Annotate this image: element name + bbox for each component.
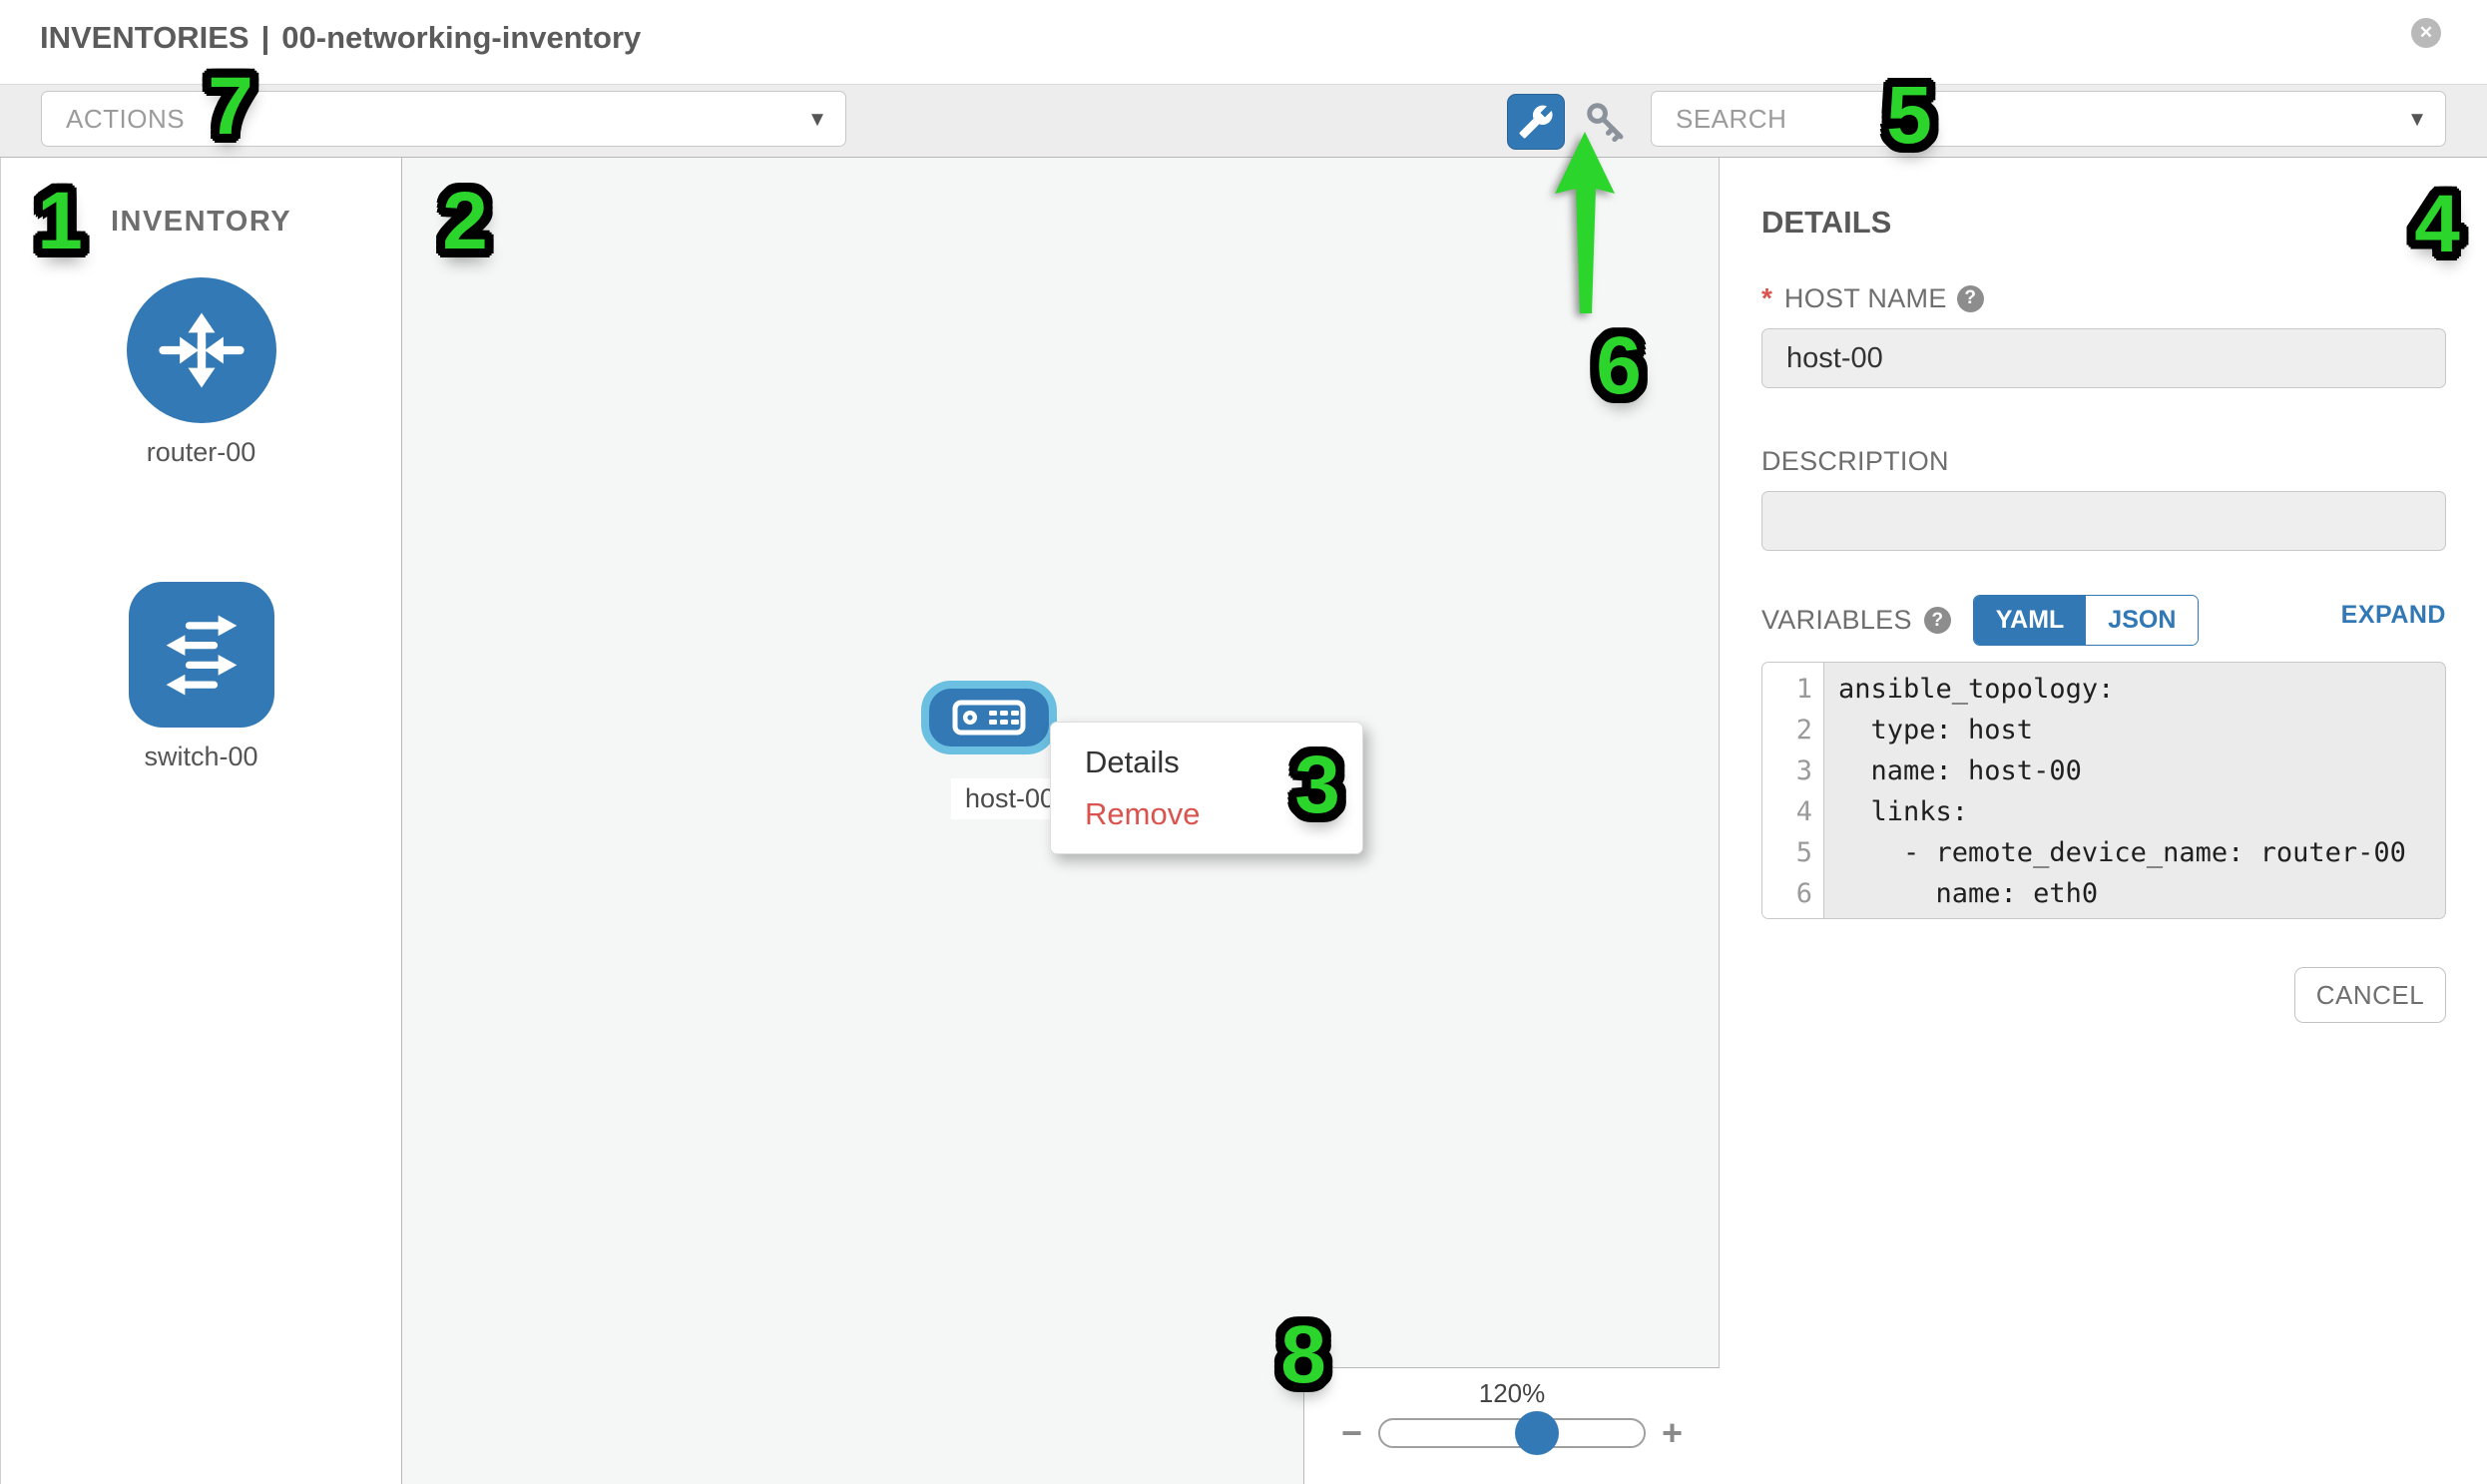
editor-line: 7 remote_interface_name: eth0 (1762, 914, 2445, 918)
annotation-number-4: 4 (2414, 179, 2460, 269)
annotation-number-7: 7 (208, 61, 253, 152)
details-panel: DETAILS * HOST NAME ? DESCRIPTION VARIAB… (1720, 158, 2487, 1484)
main-content: INVENTORY (0, 158, 2487, 1484)
sidebar-title: INVENTORY (110, 206, 292, 238)
credentials-key-button[interactable] (1581, 97, 1631, 147)
editor-line: 2 type: host (1795, 715, 2034, 745)
host-icon (951, 698, 1027, 738)
help-question-icon[interactable]: ? (1923, 607, 1951, 634)
annotation-number-6: 6 (1596, 320, 1642, 411)
switch-icon (128, 582, 274, 728)
annotation-number-5: 5 (1886, 70, 1932, 161)
json-toggle-button[interactable]: JSON (2086, 596, 2199, 645)
annotation-number-2: 2 (442, 176, 488, 266)
variables-label: VARIABLES (1761, 605, 1912, 635)
node-context-menu: Details Remove (1050, 722, 1363, 854)
actions-dropdown-label: ACTIONS (66, 103, 186, 134)
cancel-button[interactable]: CANCEL (2294, 967, 2446, 1023)
zoom-slider-thumb[interactable] (1515, 1411, 1560, 1455)
editor-gutter (1762, 663, 1824, 918)
host-name-input[interactable] (1761, 328, 2446, 388)
variables-code-editor[interactable]: 1 ansible_topology: 2 type: host 3 name: … (1761, 662, 2446, 919)
host-node-label: host-00 (951, 778, 1070, 819)
search-dropdown-label: SEARCH (1676, 103, 1787, 134)
page-header: INVENTORIES | 00-networking-inventory ✕ (0, 0, 2487, 84)
context-menu-item-remove[interactable]: Remove (1085, 796, 1201, 831)
help-question-icon[interactable]: ? (1956, 284, 1984, 312)
host-node[interactable] (921, 681, 1057, 754)
zoom-percent-label: 120% (1478, 1378, 1546, 1408)
context-menu-item-details[interactable]: Details (1085, 744, 1180, 779)
details-panel-title: DETAILS (1761, 205, 1892, 240)
breadcrumb-separator: | (260, 20, 270, 55)
zoom-control: 120% − + (1303, 1367, 1720, 1484)
yaml-toggle-button[interactable]: YAML (1973, 596, 2087, 645)
editor-line: 4 links: (1795, 796, 1969, 827)
zoom-in-button[interactable]: + (1662, 1412, 1684, 1453)
topology-canvas[interactable]: host-00 Details Remove 120% − + (402, 158, 1720, 1484)
annotation-arrow-up-icon (1555, 132, 1615, 313)
key-icon (1583, 99, 1629, 145)
annotation-number-1: 1 (37, 176, 83, 266)
wrench-icon (1518, 104, 1554, 140)
actions-dropdown[interactable]: ACTIONS ▾ (41, 91, 846, 147)
breadcrumb: INVENTORIES | 00-networking-inventory (40, 20, 641, 56)
zoom-slider-track[interactable] (1378, 1411, 1646, 1455)
breadcrumb-inventory-name: 00-networking-inventory (281, 20, 642, 55)
close-icon: ✕ (2418, 23, 2434, 42)
search-dropdown[interactable]: SEARCH ▾ (1651, 91, 2446, 147)
variables-format-toggle: YAML JSON (1972, 595, 2200, 646)
annotation-number-3: 3 (1294, 740, 1340, 830)
editor-line: 5 - remote_device_name: router-00 (1795, 837, 2406, 868)
sidebar-item-switch[interactable]: switch-00 (1, 582, 401, 772)
host-name-label: HOST NAME (1783, 282, 1947, 313)
editor-line: 6 name: eth0 (1795, 878, 2099, 909)
description-input[interactable] (1761, 491, 2446, 551)
sidebar-item-router[interactable]: router-00 (1, 277, 401, 468)
breadcrumb-section: INVENTORIES (40, 20, 249, 55)
router-icon (126, 277, 276, 423)
sidebar-item-label: router-00 (146, 437, 256, 467)
expand-link[interactable]: EXPAND (2340, 601, 2446, 629)
chevron-down-icon: ▾ (810, 105, 823, 133)
editor-line: 3 name: host-00 (1795, 755, 2082, 786)
toolbar: ACTIONS ▾ SEARCH ▾ (0, 84, 2487, 158)
close-button[interactable]: ✕ (2411, 18, 2441, 48)
sidebar-item-label: switch-00 (144, 742, 258, 771)
zoom-out-button[interactable]: − (1340, 1412, 1362, 1453)
description-label: DESCRIPTION (1761, 446, 1949, 476)
chevron-down-icon: ▾ (2410, 105, 2423, 133)
required-asterisk: * (1761, 282, 1772, 313)
configure-topology-button[interactable] (1507, 94, 1565, 150)
inventory-sidebar: INVENTORY (1, 158, 402, 1484)
editor-line: 1 ansible_topology: (1795, 674, 2115, 705)
annotation-number-8: 8 (1280, 1309, 1326, 1400)
